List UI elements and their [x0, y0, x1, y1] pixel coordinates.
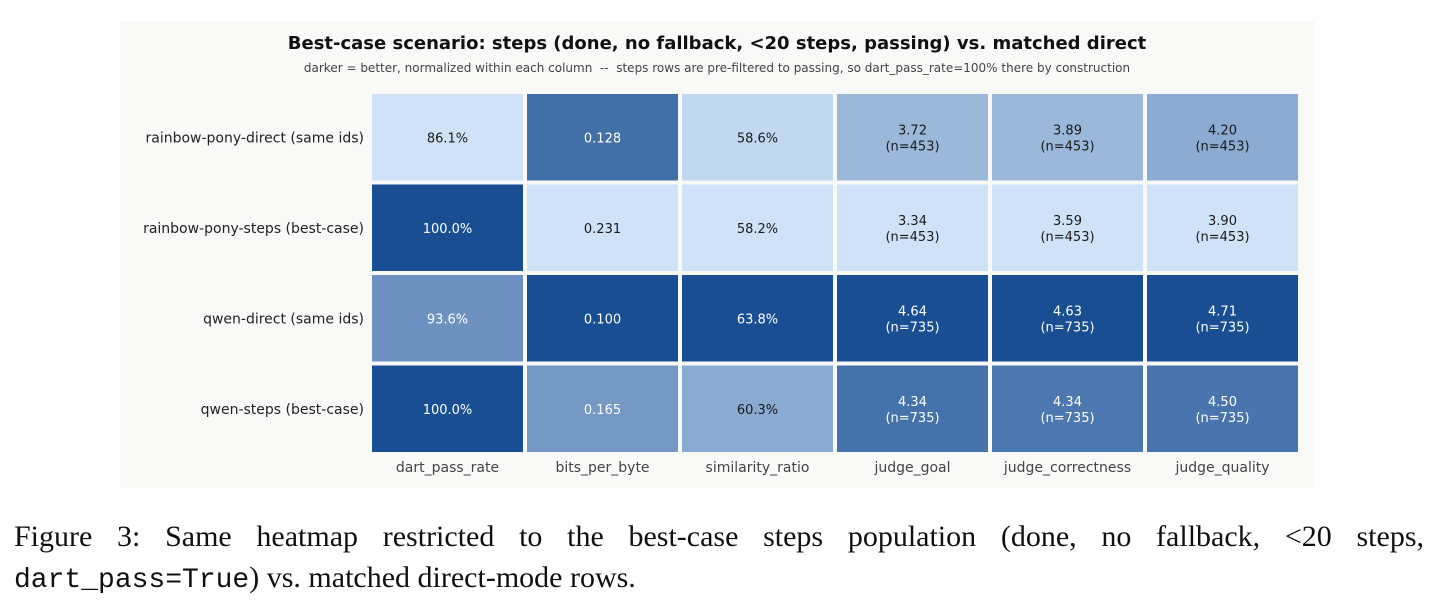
chart-title: Best-case scenario: steps (done, no fall… — [288, 33, 1147, 54]
cell-value-label: 63.8% — [737, 312, 778, 327]
heatmap-cell — [527, 365, 678, 452]
caption-text: Figure 3: Same heatmap restricted to the… — [14, 520, 1424, 553]
cell-value-label: 4.34 (n=735) — [885, 395, 939, 426]
row-label: rainbow-pony-steps (best-case) — [143, 221, 364, 237]
cell-value-label: 3.90 (n=453) — [1195, 214, 1249, 245]
caption-suffix: ) vs. matched direct-mode rows. — [249, 561, 636, 594]
cell-value-label: 58.2% — [737, 222, 778, 237]
cell-value-label: 100.0% — [423, 403, 473, 418]
figure-panel: Best-case scenario: steps (done, no fall… — [120, 21, 1314, 488]
heatmap-cell — [992, 275, 1143, 362]
cell-value-label: 4.34 (n=735) — [1040, 395, 1094, 426]
heatmap-cell — [372, 184, 523, 271]
column-label: judge_correctness — [1003, 460, 1131, 476]
cell-value-label: 0.165 — [584, 403, 621, 418]
heatmap-cell — [682, 184, 833, 271]
heatmap-cell — [1147, 275, 1298, 362]
heatmap-cell — [837, 94, 988, 181]
cell-value-label: 4.64 (n=735) — [885, 304, 939, 335]
cell-value-label: 4.71 (n=735) — [1195, 304, 1249, 335]
cell-value-label: 60.3% — [737, 403, 778, 418]
cell-value-label: 4.20 (n=453) — [1195, 123, 1249, 154]
heatmap-cell — [682, 94, 833, 181]
heatmap-cell — [837, 275, 988, 362]
heatmap-cell — [527, 275, 678, 362]
row-labels: rainbow-pony-direct (same ids) rainbow-po… — [143, 130, 364, 418]
cell-value-label: 93.6% — [427, 312, 468, 327]
cell-value-label: 3.59 (n=453) — [1040, 214, 1094, 245]
caption-code: dart_pass=True — [14, 565, 250, 596]
heatmap-cell — [682, 365, 833, 452]
cell-value-label: 86.1% — [427, 131, 468, 146]
column-label: judge_quality — [1174, 460, 1269, 476]
column-label: judge_goal — [873, 460, 950, 476]
row-label: rainbow-pony-direct (same ids) — [145, 130, 364, 146]
heatmap-cells: 86.1% 0.128 58.6% 3.72 (n=453) 3.89 (n=453) 4.2… — [372, 94, 1298, 452]
cell-value-label: 3.34 (n=453) — [885, 214, 939, 245]
cell-value-label: 3.89 (n=453) — [1040, 123, 1094, 154]
heatmap-cell — [992, 365, 1143, 452]
heatmap-cell — [372, 94, 523, 181]
heatmap-cell — [682, 275, 833, 362]
column-label: similarity_ratio — [706, 460, 810, 476]
heatmap-cell — [1147, 94, 1298, 181]
heatmap-cell — [372, 365, 523, 452]
cell-value-label: 0.100 — [584, 312, 621, 327]
heatmap-cell — [372, 275, 523, 362]
heatmap-cell — [1147, 184, 1298, 271]
heatmap-cell — [992, 184, 1143, 271]
cell-value-label: 0.231 — [584, 222, 621, 237]
heatmap-cell — [837, 184, 988, 271]
chart-subtitle: darker = better, normalized within each … — [304, 61, 1130, 75]
cell-value-label: 0.128 — [584, 131, 621, 146]
cell-value-label: 3.72 (n=453) — [885, 123, 939, 154]
cell-value-label: 100.0% — [423, 222, 473, 237]
column-label: bits_per_byte — [555, 460, 649, 476]
heatmap-cell — [992, 94, 1143, 181]
heatmap-cell — [1147, 365, 1298, 452]
heatmap-cell — [527, 94, 678, 181]
column-labels: dart_pass_rate bits_per_byte similarity_ra… — [396, 460, 1270, 476]
cell-value-label: 4.50 (n=735) — [1195, 395, 1249, 426]
heatmap-cell — [837, 365, 988, 452]
column-label: dart_pass_rate — [396, 460, 499, 476]
figure-caption: Figure 3: Same heatmap restricted to the… — [14, 516, 1424, 601]
cell-value-label: 58.6% — [737, 131, 778, 146]
row-label: qwen-direct (same ids) — [203, 311, 364, 327]
cell-value-label: 4.63 (n=735) — [1040, 304, 1094, 335]
row-label: qwen-steps (best-case) — [201, 402, 364, 418]
heatmap-cell — [527, 184, 678, 271]
heatmap-chart: Best-case scenario: steps (done, no fall… — [143, 33, 1298, 476]
